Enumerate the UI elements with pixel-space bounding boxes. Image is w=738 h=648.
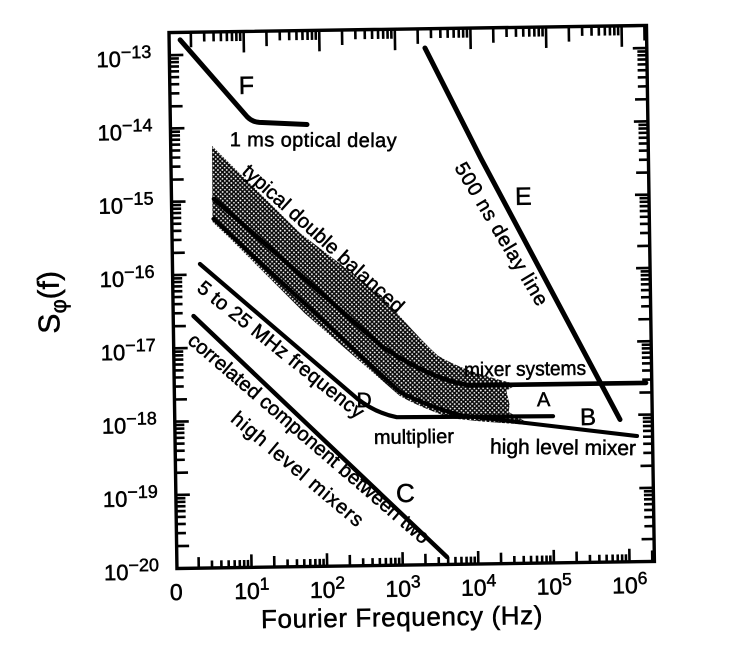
svg-text:10−18: 10−18: [102, 408, 157, 438]
svg-text:Sφ(f): Sφ(f): [33, 271, 72, 334]
svg-text:D: D: [356, 389, 372, 412]
svg-text:105: 105: [536, 569, 572, 600]
svg-text:Fourier Frequency (Hz): Fourier Frequency (Hz): [261, 600, 543, 634]
svg-text:102: 102: [310, 572, 346, 603]
svg-text:10−15: 10−15: [98, 188, 153, 218]
svg-text:101: 101: [234, 574, 270, 605]
svg-text:F: F: [239, 72, 255, 100]
svg-text:0: 0: [170, 579, 183, 605]
svg-text:multiplier: multiplier: [374, 426, 455, 449]
svg-text:10−13: 10−13: [96, 42, 151, 72]
svg-text:10−19: 10−19: [103, 482, 158, 512]
svg-text:500 ns delay line: 500 ns delay line: [450, 159, 552, 310]
svg-text:103: 103: [385, 571, 421, 602]
svg-text:1 ms optical delay: 1 ms optical delay: [230, 129, 397, 152]
svg-text:10−14: 10−14: [97, 115, 152, 145]
svg-text:10−17: 10−17: [100, 335, 155, 365]
svg-text:10−16: 10−16: [99, 262, 154, 292]
svg-text:A: A: [537, 389, 551, 411]
svg-text:E: E: [515, 183, 532, 211]
svg-text:C: C: [396, 478, 415, 508]
svg-text:10−20: 10−20: [104, 555, 159, 585]
svg-text:104: 104: [461, 570, 497, 601]
svg-text:106: 106: [612, 568, 648, 599]
svg-text:mixer systems: mixer systems: [464, 358, 586, 382]
svg-text:high level mixer: high level mixer: [490, 436, 636, 461]
svg-text:B: B: [580, 404, 596, 431]
